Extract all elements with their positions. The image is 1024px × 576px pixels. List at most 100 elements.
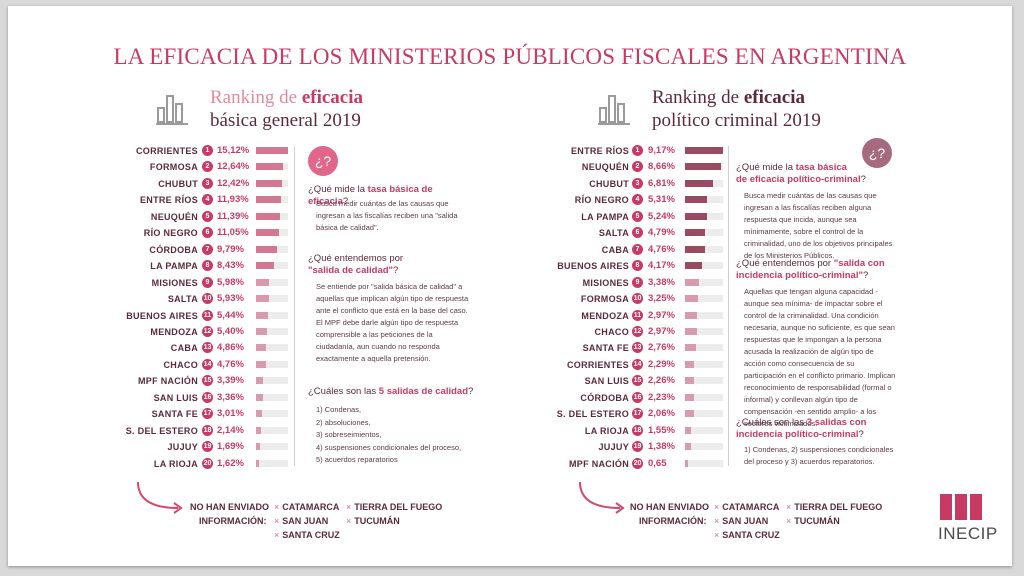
ranking-row: CÓRDOBA 16 2,23%	[8, 390, 1012, 406]
rank-badge: 8	[202, 260, 213, 272]
bar	[256, 147, 288, 154]
rank-badge: 5	[632, 210, 643, 222]
right-separator	[728, 146, 729, 466]
right-outputs-list: 1) Condenas, 2) suspensiones condicional…	[744, 444, 894, 468]
bar-track	[685, 179, 723, 187]
bar-track	[256, 163, 288, 171]
province-label: MISIONES	[582, 277, 629, 288]
rank-badge: 9	[202, 276, 213, 288]
province-label: CÓRDOBA	[149, 244, 198, 255]
rank-badge: 4	[632, 194, 643, 206]
bar	[256, 163, 283, 171]
rank-badge: 6	[202, 227, 213, 239]
left-a2: Se entiende por "salida básica de calida…	[316, 282, 469, 363]
bar-track	[685, 360, 723, 368]
bar	[256, 295, 269, 303]
province-label: BUENOS AIRES	[126, 310, 198, 321]
ranking-row: RÍO NEGRO 6 11,05%	[8, 225, 1012, 241]
rank-badge: 13	[202, 342, 213, 354]
left-q3-b: 5 salidas de calidad	[378, 386, 469, 397]
value-label: 5,24%	[648, 210, 675, 222]
rank-badge: 10	[202, 293, 213, 305]
bar-track	[256, 459, 288, 467]
province-label: LA RIOJA	[153, 458, 198, 469]
bar-track	[256, 245, 288, 253]
bar	[256, 245, 277, 253]
right-title-part: Ranking de	[652, 87, 744, 108]
value-label: 2,06%	[648, 408, 675, 420]
value-label: 3,36%	[217, 391, 244, 403]
right-q1-a: ¿Qué mide la	[736, 162, 796, 173]
value-label: 2,29%	[648, 358, 675, 370]
rank-badge: 4	[202, 194, 213, 206]
rank-badge: 20	[202, 457, 213, 469]
province-label: LA PAMPA	[150, 261, 198, 272]
bar-track	[256, 212, 288, 220]
x-icon: ×	[786, 502, 792, 512]
bar	[256, 426, 261, 434]
bar-track	[685, 443, 723, 451]
value-label: 4,86%	[217, 342, 244, 354]
right-footer-label2: INFORMACIÓN:	[639, 516, 707, 526]
left-q1-b: tasa básica de eficacia	[308, 184, 433, 207]
province-label: ENTRE RÍOS	[570, 146, 629, 156]
value-label: 2,14%	[217, 424, 244, 436]
ranking-row: RÍO NEGRO 4 5,31%	[8, 192, 1012, 208]
rank-badge: 17	[202, 408, 213, 420]
rank-badge: 12	[632, 325, 643, 337]
left-q1-c: ?	[342, 196, 349, 207]
value-label: 12,64%	[217, 161, 250, 173]
province-label: MENDOZA	[581, 310, 629, 321]
ranking-row: MPF NACIÓN 20 0,65	[8, 456, 1012, 472]
bar	[256, 459, 260, 467]
rank-badge: 11	[202, 309, 213, 321]
bar	[685, 212, 707, 220]
bar-track	[685, 212, 723, 220]
right-q1-c: de eficacia político-criminal	[736, 174, 861, 185]
rank-badge: 13	[632, 342, 643, 354]
left-q2-c: ?	[393, 265, 399, 276]
bar	[685, 147, 723, 154]
value-label: 11,05%	[217, 227, 249, 239]
province-label: LA PAMPA	[581, 211, 629, 222]
rank-badge: 18	[632, 424, 643, 436]
ranking-row: SANTA FE 13 2,76%	[8, 340, 1012, 356]
left-q3-c: ?	[468, 386, 474, 397]
value-label: 2,97%	[648, 309, 675, 321]
province-label: CÓRDOBA	[580, 392, 629, 403]
value-label: 4,79%	[648, 227, 675, 239]
rank-badge: 17	[632, 408, 643, 420]
value-label: 9,17%	[648, 145, 675, 156]
bar-track	[685, 163, 723, 171]
value-label: 3,01%	[217, 408, 244, 420]
province-label: CHACO	[594, 326, 629, 337]
x-icon: ×	[274, 502, 280, 512]
bar-track	[685, 278, 723, 286]
left-outputs-list: 1) Condenas, 2) absoluciones, 3) sobreseim…	[316, 404, 486, 467]
logo-name: INECIP	[938, 524, 998, 543]
ranking-row: FORMOSA 10 3,25%	[8, 291, 1012, 307]
rank-badge: 3	[202, 177, 213, 189]
left-q1-a: ¿Qué mide la	[308, 184, 368, 195]
province-label: CABA	[170, 343, 198, 354]
bar	[685, 179, 714, 187]
bar	[256, 212, 281, 220]
ranking-row: MPF NACIÓN 15 3,39%	[8, 373, 1012, 389]
question-badge: ¿?	[862, 138, 892, 168]
footer-item-text: SANTA CRUZ	[722, 530, 780, 540]
province-label: JUJUY	[167, 442, 198, 453]
value-label: 1,62%	[217, 457, 244, 469]
rank-badge: 14	[202, 358, 213, 370]
logo-bars-icon	[940, 494, 982, 520]
right-title-bold: eficacia	[743, 87, 806, 108]
right-q1: ¿Qué mide la tasa básica de eficacia polí…	[736, 162, 866, 186]
bar-track	[256, 311, 288, 319]
rank-badge: 19	[202, 441, 213, 453]
right-q3: ¿Cuáles son las 3 salidas con incidencia…	[736, 417, 886, 441]
left-title-line2: básica general 2019	[210, 110, 361, 131]
bar-track	[685, 262, 723, 270]
right-q2-a: ¿Qué entendemos por	[736, 258, 834, 269]
bar	[256, 327, 268, 335]
bar-track	[256, 295, 288, 303]
bar-track	[256, 426, 288, 434]
